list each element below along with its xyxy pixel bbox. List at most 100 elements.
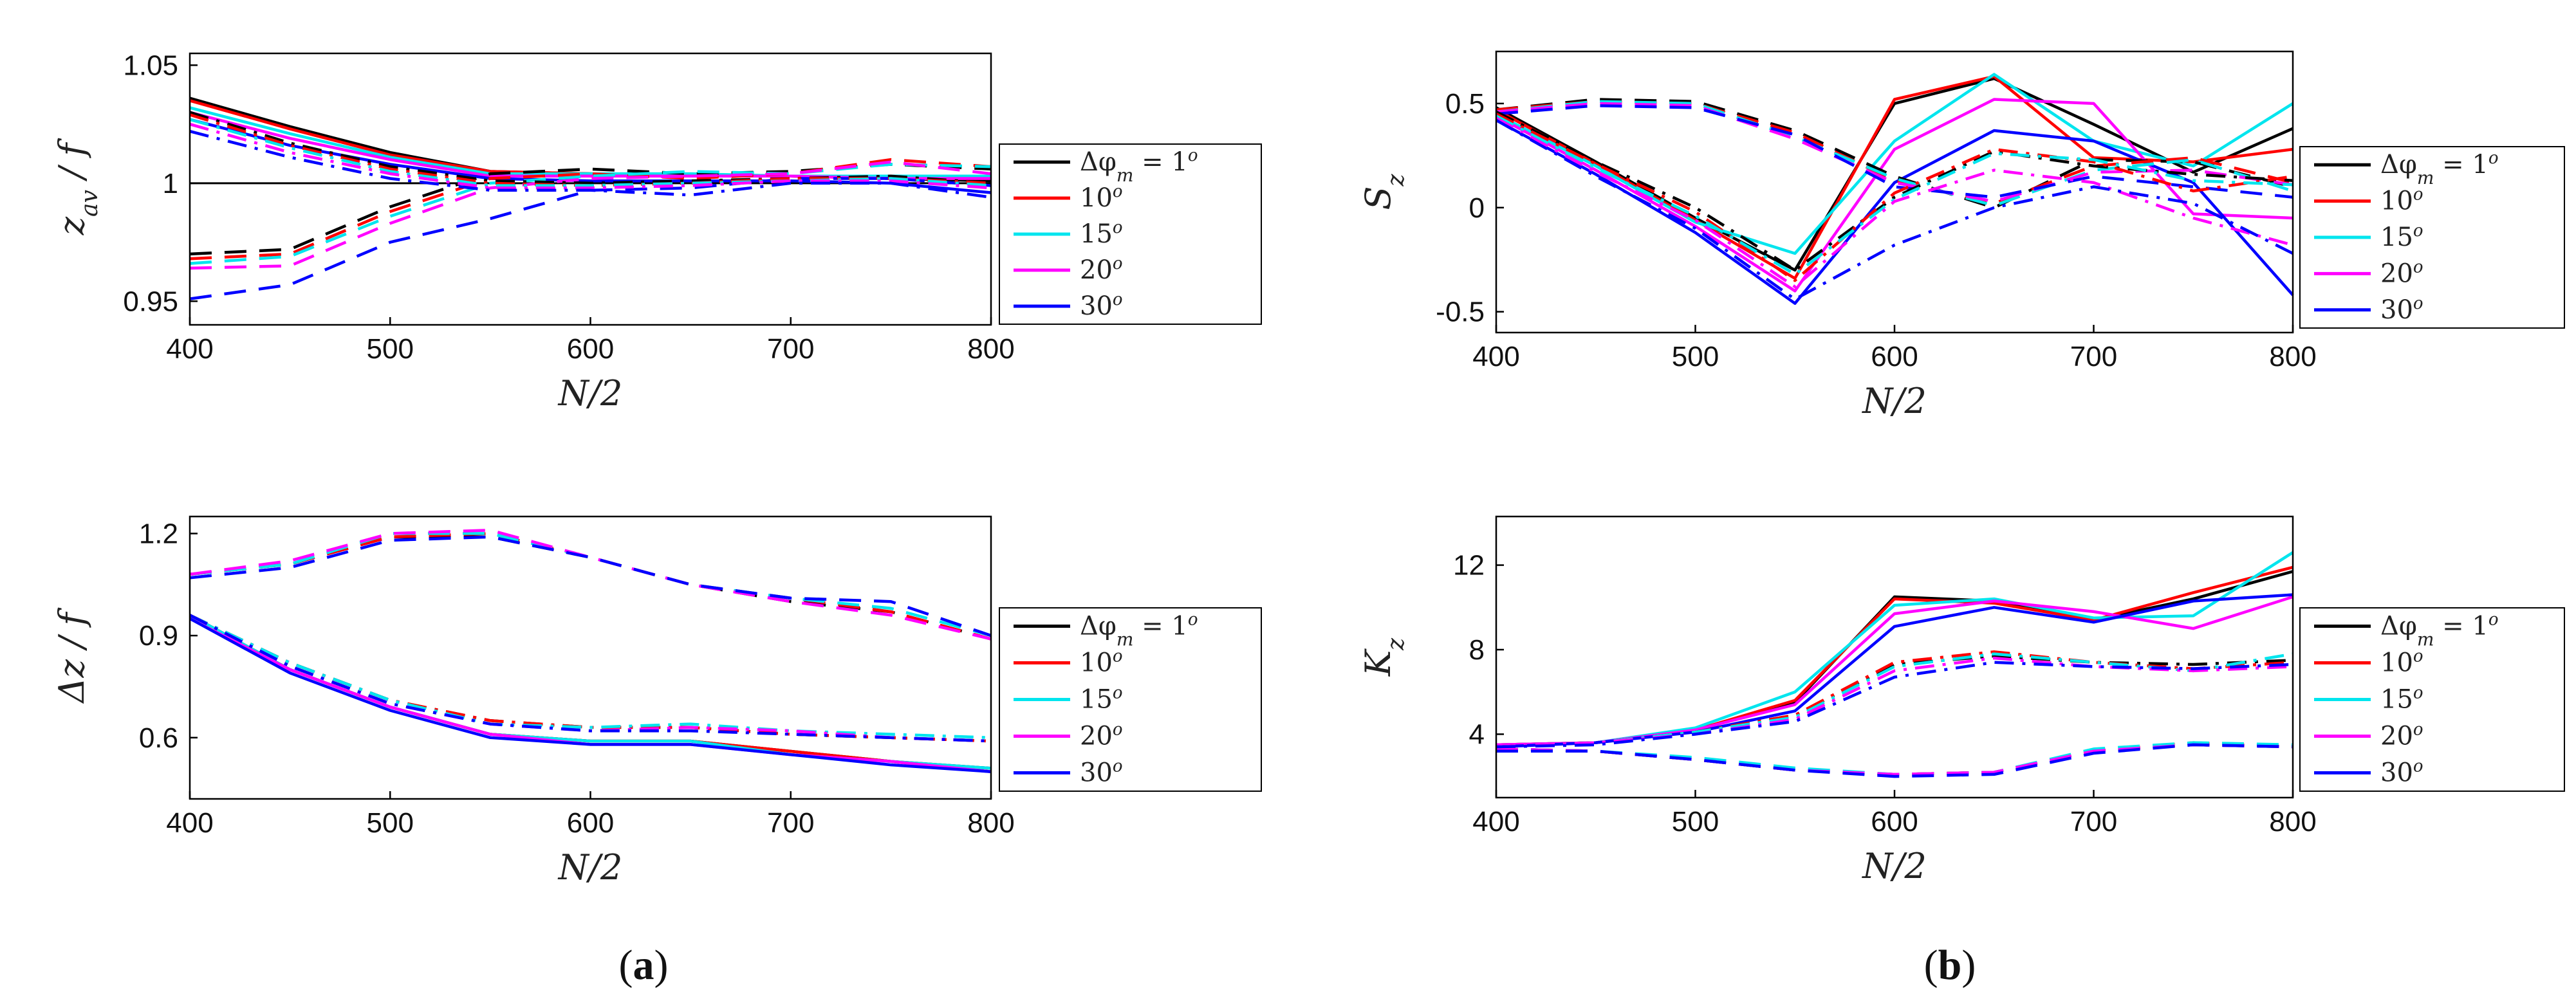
series-line-dashed-20 — [1496, 743, 2293, 776]
series-line-dashed-20 — [189, 528, 992, 641]
y-tick-label: 1.05 — [123, 50, 178, 81]
series-line-dashdot-1 — [1495, 110, 2293, 272]
legend-label: 15o — [1080, 218, 1123, 249]
panel-a-letter: a — [633, 942, 654, 989]
series-line-dashed-15 — [189, 163, 992, 265]
y-axis-label: zav / f — [51, 138, 103, 236]
legend-label: 10o — [1080, 182, 1123, 213]
y-axis-label-base: S — [1358, 186, 1398, 210]
series-line-dashed-15 — [189, 532, 992, 637]
series-line-solid-20 — [189, 111, 991, 180]
x-tick-label: 400 — [166, 807, 213, 839]
legend-label-sup: o — [1113, 757, 1123, 776]
legend-label-sup: o — [2413, 647, 2423, 666]
y-axis-label-sub: av — [77, 190, 103, 217]
legend-label: 15o — [2380, 221, 2423, 252]
series-line-dashdot-15 — [189, 614, 992, 740]
series-line-dashdot-20 — [189, 122, 992, 190]
legend-label-sup: o — [2413, 294, 2423, 313]
series-line-dashdot-20 — [1495, 116, 2293, 289]
series-line-dashdot-15 — [189, 118, 992, 187]
x-axis-label: N/2 — [1861, 846, 1927, 886]
y-tick-label: 1 — [163, 168, 178, 199]
legend-label-main: 15 — [2380, 223, 2413, 252]
legend-label-sup: o — [1113, 290, 1123, 309]
x-tick-label: 600 — [1871, 341, 1918, 372]
legend-label: 20o — [2380, 720, 2423, 751]
series-line-solid-20 — [189, 617, 992, 773]
panel-a-close: ) — [654, 942, 669, 989]
y-tick-label: 0.5 — [1445, 88, 1485, 120]
x-tick-label: 600 — [567, 807, 614, 839]
x-tick-label: 500 — [1672, 806, 1719, 837]
legend-label: 30o — [1080, 757, 1123, 788]
legend-label-main: 10 — [1080, 648, 1113, 678]
legend-label: 30o — [2380, 294, 2423, 325]
panel-label-b: (b) — [1924, 942, 1976, 989]
y-tick-label: 12 — [1453, 550, 1485, 581]
y-axis-label-rest: / f — [51, 138, 92, 190]
y-tick-label: -0.5 — [1436, 297, 1485, 328]
series-layer — [189, 96, 992, 300]
series-layer — [1495, 73, 2294, 305]
chart-dz: 400 500 600 700 800 0.6 0.9 1.2 N/2 Δz / f Δφm = 1… — [51, 515, 1262, 888]
legend-label-sup: o — [1113, 647, 1123, 666]
panel-a-open: ( — [619, 942, 633, 989]
series-line-dashdot-10 — [1496, 650, 2293, 749]
series-line-dashdot-30 — [189, 614, 992, 743]
x-tick-label: 400 — [1472, 806, 1519, 837]
legend-label-sup: o — [1188, 146, 1198, 165]
legend-label-sup: o — [2413, 257, 2423, 277]
legend-label-sub: m — [1117, 165, 1134, 186]
series-line-dashdot-10 — [1495, 113, 2293, 282]
series-line-dashdot-30 — [1495, 118, 2294, 301]
legend-label: 15o — [2380, 684, 2423, 715]
series-layer — [189, 528, 992, 773]
legend-label: 15o — [1080, 684, 1123, 715]
legend-label-sup: o — [1113, 182, 1123, 201]
legend-label-sup: o — [1113, 218, 1123, 237]
legend-label: 30o — [1080, 290, 1123, 321]
legend-label-eq: = 1 — [1133, 612, 1187, 641]
legend-label: 20o — [2380, 257, 2423, 288]
series-line-solid-10 — [189, 614, 992, 773]
series-line-dashed-30 — [189, 535, 992, 637]
legend-box — [999, 143, 1262, 325]
legend-label: 30o — [2380, 757, 2423, 788]
x-tick-label: 800 — [967, 807, 1014, 839]
x-tick-label: 700 — [2070, 806, 2117, 837]
y-axis-label-base: K — [1358, 648, 1398, 677]
legend-label-sup: o — [1113, 684, 1123, 703]
y-axis-label-rest: / f — [51, 608, 92, 660]
x-tick-label: 700 — [767, 333, 814, 365]
legend-label-main: 30 — [2380, 758, 2413, 788]
legend-label-sup: o — [2413, 221, 2423, 241]
y-axis-label: Δz / f — [51, 608, 92, 704]
series-line-solid-30 — [189, 617, 992, 773]
series-line-dashdot-20 — [1496, 656, 2293, 749]
y-tick-label: 0.95 — [123, 286, 178, 317]
legend-label-main: 30 — [1080, 291, 1113, 321]
x-tick-label: 500 — [367, 807, 414, 839]
x-tick-label: 800 — [967, 333, 1014, 365]
x-tick-label: 600 — [1871, 806, 1918, 837]
legend-label: 10o — [1080, 647, 1123, 678]
legend-label-main: Δφ — [1080, 612, 1117, 641]
legend-label: 20o — [1080, 720, 1123, 751]
legend-label-main: 30 — [2380, 295, 2413, 325]
y-tick-label: 0 — [1469, 192, 1485, 224]
panel-label-a: (a) — [619, 942, 669, 989]
series-line-dashdot-15 — [1496, 652, 2293, 749]
legend-label: Δφm = 1o — [2380, 149, 2499, 188]
legend-label-main: 20 — [1080, 722, 1113, 751]
series-line-dashed-1 — [1496, 743, 2293, 776]
panel-b-open: ( — [1924, 942, 1938, 989]
legend-label: Δφm = 1o — [1080, 146, 1198, 186]
y-tick-label: 4 — [1469, 718, 1485, 750]
legend-label-sup: o — [2413, 720, 2423, 740]
legend-label: 20o — [1080, 254, 1123, 285]
series-line-dashdot-1 — [189, 111, 992, 185]
